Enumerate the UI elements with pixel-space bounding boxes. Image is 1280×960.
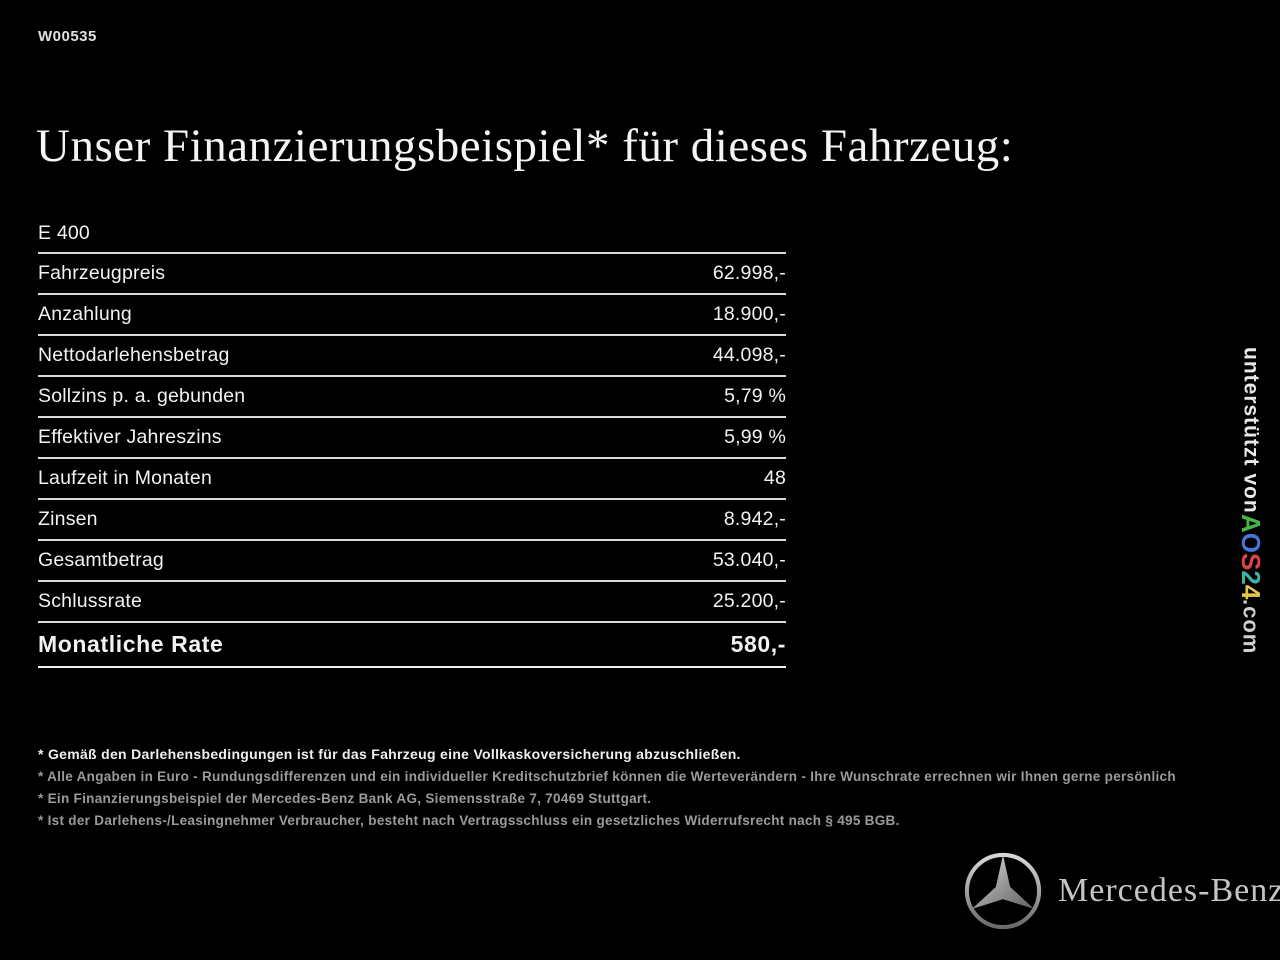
mercedes-benz-wordmark: Mercedes-Benz (1058, 872, 1280, 909)
row-label: Gesamtbetrag (38, 549, 164, 571)
row-value: 44.098,- (712, 344, 786, 366)
finance-table: E 400 Fahrzeugpreis 62.998,- Anzahlung 1… (38, 214, 786, 668)
aos24-letter: A (1236, 513, 1266, 533)
row-value: 5,99 % (724, 426, 786, 448)
table-row: Sollzins p. a. gebunden 5,79 % (38, 377, 786, 418)
vehicle-offer-code: W00535 (38, 28, 97, 45)
row-value: 48 (763, 467, 786, 489)
page-title: Unser Finanzierungsbeispiel* für dieses … (36, 120, 1014, 173)
row-label: Laufzeit in Monaten (38, 467, 212, 489)
footnote-bank: * Ein Finanzierungsbeispiel der Mercedes… (38, 791, 652, 806)
aos24-logo-text: AOS24 (1235, 514, 1266, 599)
mercedes-benz-logo: Mercedes-Benz (962, 846, 1280, 936)
table-row: Nettodarlehensbetrag 44.098,- (38, 336, 786, 377)
row-value: 62.998,- (712, 262, 786, 284)
aos24-letter: 4 (1236, 584, 1266, 599)
row-label: Schlussrate (38, 590, 143, 612)
aos24-letter: O (1236, 532, 1266, 553)
row-value: 5,79 % (724, 385, 786, 407)
table-row: Effektiver Jahreszins 5,99 % (38, 418, 786, 459)
footnotes: * Gemäß den Darlehensbedingungen ist für… (38, 746, 1238, 834)
table-row: Schlussrate 25.200,- (38, 582, 786, 623)
model-name: E 400 (38, 221, 90, 244)
table-row: Anzahlung 18.900,- (38, 295, 786, 336)
row-value: 18.900,- (712, 303, 786, 325)
mercedes-star-icon (964, 852, 1042, 930)
table-row: Gesamtbetrag 53.040,- (38, 541, 786, 582)
supporter-prefix: unterstützt von (1239, 347, 1263, 514)
monthly-rate-label: Monatliche Rate (38, 631, 224, 657)
aos24-domain-suffix: .com (1238, 598, 1264, 655)
aos24-letter: S (1236, 552, 1266, 571)
row-value: 53.040,- (712, 549, 786, 571)
row-label: Anzahlung (38, 303, 132, 325)
row-value: 25.200,- (712, 590, 786, 612)
table-row-model: E 400 (38, 214, 786, 254)
footnote-euro-rounding: * Alle Angaben in Euro - Rundungsdiffere… (38, 769, 1176, 784)
row-label: Sollzins p. a. gebunden (38, 385, 246, 407)
table-row: Laufzeit in Monaten 48 (38, 459, 786, 500)
monthly-rate-value: 580,- (730, 631, 786, 657)
supporter-watermark: unterstützt von AOS24 .com (1235, 347, 1266, 707)
table-row-monthly-rate: Monatliche Rate 580,- (38, 623, 786, 668)
table-row: Fahrzeugpreis 62.998,- (38, 254, 786, 295)
row-label: Fahrzeugpreis (38, 262, 166, 284)
table-row: Zinsen 8.942,- (38, 500, 786, 541)
row-value: 8.942,- (723, 508, 786, 530)
footnote-insurance: * Gemäß den Darlehensbedingungen ist für… (38, 746, 741, 762)
footnote-withdrawal-right: * Ist der Darlehens-/Leasingnehmer Verbr… (38, 813, 900, 828)
aos24-letter: 2 (1236, 570, 1266, 585)
row-label: Effektiver Jahreszins (38, 426, 222, 448)
row-label: Zinsen (38, 508, 98, 530)
row-label: Nettodarlehensbetrag (38, 344, 230, 366)
